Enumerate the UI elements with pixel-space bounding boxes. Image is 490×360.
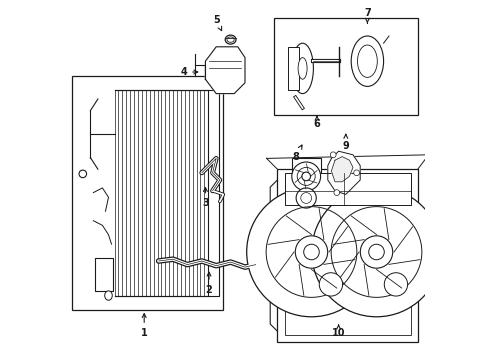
Circle shape xyxy=(79,170,87,177)
Circle shape xyxy=(384,273,408,296)
Bar xyxy=(288,47,299,90)
Bar xyxy=(208,90,219,296)
Ellipse shape xyxy=(105,291,112,300)
Circle shape xyxy=(319,273,343,296)
Circle shape xyxy=(301,193,312,203)
Polygon shape xyxy=(328,151,360,194)
Circle shape xyxy=(354,170,360,176)
Text: 9: 9 xyxy=(343,134,349,151)
Bar xyxy=(274,18,418,115)
Circle shape xyxy=(292,162,320,191)
Circle shape xyxy=(360,236,392,268)
Ellipse shape xyxy=(225,35,236,44)
Polygon shape xyxy=(205,47,245,94)
Ellipse shape xyxy=(227,37,234,42)
Ellipse shape xyxy=(292,43,314,94)
Text: 2: 2 xyxy=(206,272,212,295)
Text: 8: 8 xyxy=(292,145,302,162)
Polygon shape xyxy=(331,157,353,182)
Circle shape xyxy=(312,187,441,317)
Circle shape xyxy=(302,172,311,181)
Text: 3: 3 xyxy=(202,188,209,208)
Bar xyxy=(285,173,411,205)
Circle shape xyxy=(295,236,328,268)
Circle shape xyxy=(297,167,315,185)
Bar xyxy=(72,76,223,310)
Circle shape xyxy=(334,190,340,195)
Text: 4: 4 xyxy=(180,67,198,77)
Text: 1: 1 xyxy=(141,314,147,338)
Bar xyxy=(292,158,320,194)
Text: 7: 7 xyxy=(364,8,371,23)
Text: 5: 5 xyxy=(213,15,221,31)
Circle shape xyxy=(330,152,336,158)
Ellipse shape xyxy=(351,36,384,86)
Text: 10: 10 xyxy=(332,325,345,338)
Ellipse shape xyxy=(358,45,377,77)
Bar xyxy=(277,169,418,342)
Circle shape xyxy=(369,244,384,260)
Bar xyxy=(285,176,411,335)
Circle shape xyxy=(246,187,376,317)
Ellipse shape xyxy=(298,58,307,79)
Text: 6: 6 xyxy=(314,116,320,129)
Circle shape xyxy=(296,188,316,208)
Circle shape xyxy=(304,244,319,260)
Bar xyxy=(95,258,113,291)
